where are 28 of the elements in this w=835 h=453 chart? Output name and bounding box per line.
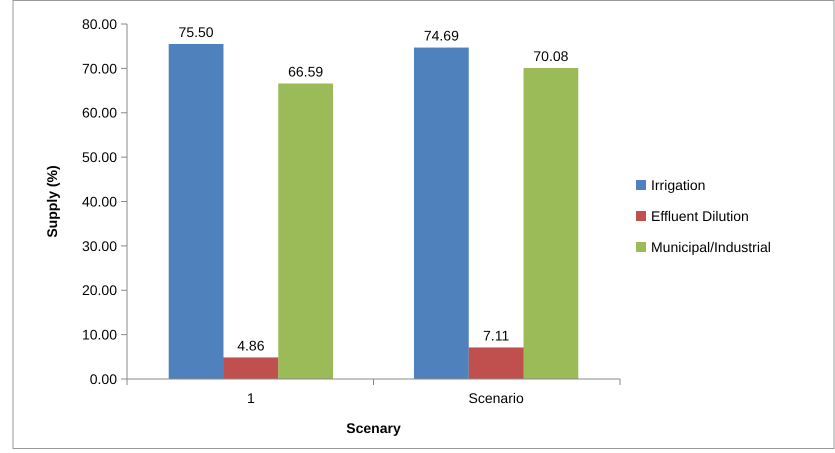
bar (168, 44, 224, 379)
data-label: 4.86 (237, 337, 265, 354)
data-label: 7.11 (483, 327, 510, 344)
y-tick-label: 0.00 (90, 370, 118, 387)
bar (223, 357, 278, 379)
legend-label: Irrigation (651, 176, 706, 193)
x-axis-title: Scenary (346, 420, 401, 436)
legend-label: Effluent Dilution (651, 208, 749, 224)
data-label: 66.59 (288, 64, 324, 80)
bar (414, 48, 469, 379)
y-tick-label: 70.00 (82, 60, 118, 76)
y-tick-label: 30.00 (82, 238, 118, 254)
x-tick-label: 1 (246, 390, 255, 406)
bar (468, 347, 524, 379)
data-label: 75.50 (178, 24, 214, 40)
y-tick-label: 80.00 (82, 16, 118, 32)
data-label: 70.08 (533, 48, 569, 64)
y-tick-label: 10.00 (82, 326, 118, 343)
y-tick-label: 40.00 (82, 193, 118, 210)
bar (524, 68, 578, 379)
y-tick-label: 20.00 (82, 282, 118, 298)
legend-label: Municipal/Industrial (651, 238, 771, 255)
y-tick-label: 60.00 (82, 104, 118, 121)
y-tick-label: 50.00 (82, 149, 118, 166)
data-label: 74.69 (424, 28, 460, 44)
y-axis-title: Supply (%) (44, 165, 60, 238)
bar (278, 84, 334, 379)
x-tick-label: Scenario (468, 390, 524, 406)
